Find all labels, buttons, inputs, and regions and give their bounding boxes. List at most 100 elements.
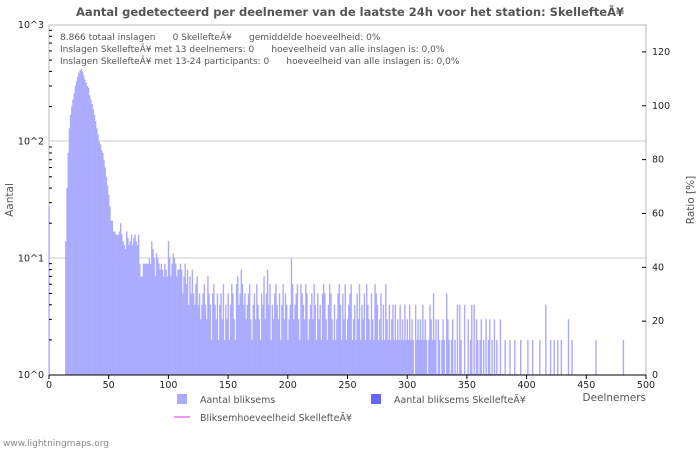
bar — [362, 319, 364, 375]
bar — [491, 339, 493, 375]
bar — [234, 339, 237, 375]
bar — [514, 339, 516, 375]
bar — [307, 339, 309, 375]
bar — [488, 319, 491, 375]
bar — [397, 319, 399, 375]
bar — [227, 293, 229, 375]
bar — [294, 304, 296, 375]
bar — [215, 319, 217, 375]
bar — [471, 304, 473, 375]
bar — [88, 95, 91, 376]
bar — [152, 249, 154, 375]
bar — [177, 269, 179, 375]
bar — [366, 284, 368, 375]
bar — [350, 284, 352, 375]
x-tick-label: 100 — [159, 380, 177, 391]
bar — [170, 276, 172, 375]
bar — [410, 339, 412, 375]
bar — [115, 234, 117, 375]
bar — [349, 293, 351, 375]
bar — [219, 304, 221, 375]
info-line-2: Inslagen SkellefteÃ¥ met 13 deelnemers: … — [60, 44, 445, 55]
bar — [286, 304, 288, 375]
bar — [78, 72, 80, 375]
bar — [383, 339, 386, 375]
bar — [153, 258, 155, 375]
bar — [401, 319, 404, 375]
bar — [392, 304, 394, 375]
bar — [446, 293, 448, 375]
bar — [163, 276, 165, 375]
bar — [330, 293, 332, 375]
bar — [127, 237, 129, 375]
bar — [435, 319, 437, 375]
info-line-3: Inslagen SkellefteÃ¥ met 13-24 participa… — [60, 56, 460, 67]
bar — [121, 234, 123, 375]
bar — [403, 339, 405, 375]
bar — [185, 284, 188, 375]
bar — [311, 293, 313, 375]
bar — [324, 293, 326, 375]
bar — [504, 339, 506, 375]
bar — [531, 339, 534, 375]
bar — [539, 339, 541, 375]
bar — [374, 284, 376, 375]
bar — [405, 339, 407, 375]
bar — [176, 276, 178, 375]
bar — [225, 304, 227, 375]
bar — [131, 245, 134, 375]
bar — [275, 284, 277, 375]
x-tick-label: 450 — [577, 380, 595, 391]
bar — [364, 339, 367, 375]
bar — [368, 319, 370, 375]
bar — [85, 82, 87, 375]
bar — [354, 304, 356, 375]
bar — [154, 276, 157, 375]
bar — [356, 293, 358, 375]
bar — [340, 339, 343, 375]
bar — [216, 293, 219, 375]
bar — [337, 293, 339, 375]
bar — [211, 293, 214, 375]
bar — [448, 339, 450, 375]
bar — [379, 319, 381, 375]
bar — [180, 269, 183, 375]
bar — [391, 319, 393, 375]
bar — [406, 319, 408, 375]
bar — [363, 293, 366, 375]
bar — [355, 339, 357, 375]
bar — [417, 319, 419, 375]
bar — [192, 293, 195, 375]
bar — [96, 128, 98, 375]
x-tick-label: 350 — [458, 380, 476, 391]
bar — [300, 284, 302, 375]
bar — [83, 75, 85, 375]
bar — [308, 319, 311, 375]
bar — [319, 304, 321, 375]
bar — [229, 304, 232, 375]
bar — [443, 339, 446, 375]
bar — [412, 339, 414, 375]
x-tick-label: 300 — [398, 380, 416, 391]
bar — [545, 304, 547, 375]
y-tick-label: 10^2 — [18, 137, 44, 148]
bar — [80, 68, 83, 375]
bar — [74, 86, 77, 376]
bar — [210, 339, 213, 375]
bar — [342, 293, 344, 375]
bar — [166, 276, 169, 375]
bar — [103, 159, 105, 375]
bar — [94, 121, 97, 376]
bar — [332, 339, 334, 375]
bar — [110, 220, 112, 375]
legend-swatch-bliksems — [177, 394, 187, 404]
bar — [195, 284, 197, 375]
bar — [420, 339, 423, 375]
bar — [331, 319, 333, 375]
info-line-1: 8.866 totaal inslagen 0 SkellefteÃ¥ gemi… — [60, 32, 381, 43]
bar — [217, 339, 220, 375]
footer-link[interactable]: www.lightningmaps.org — [3, 439, 109, 449]
bar — [134, 234, 136, 375]
legend-label-station: Aantal bliksems SkellefteÃ¥ — [394, 395, 526, 406]
